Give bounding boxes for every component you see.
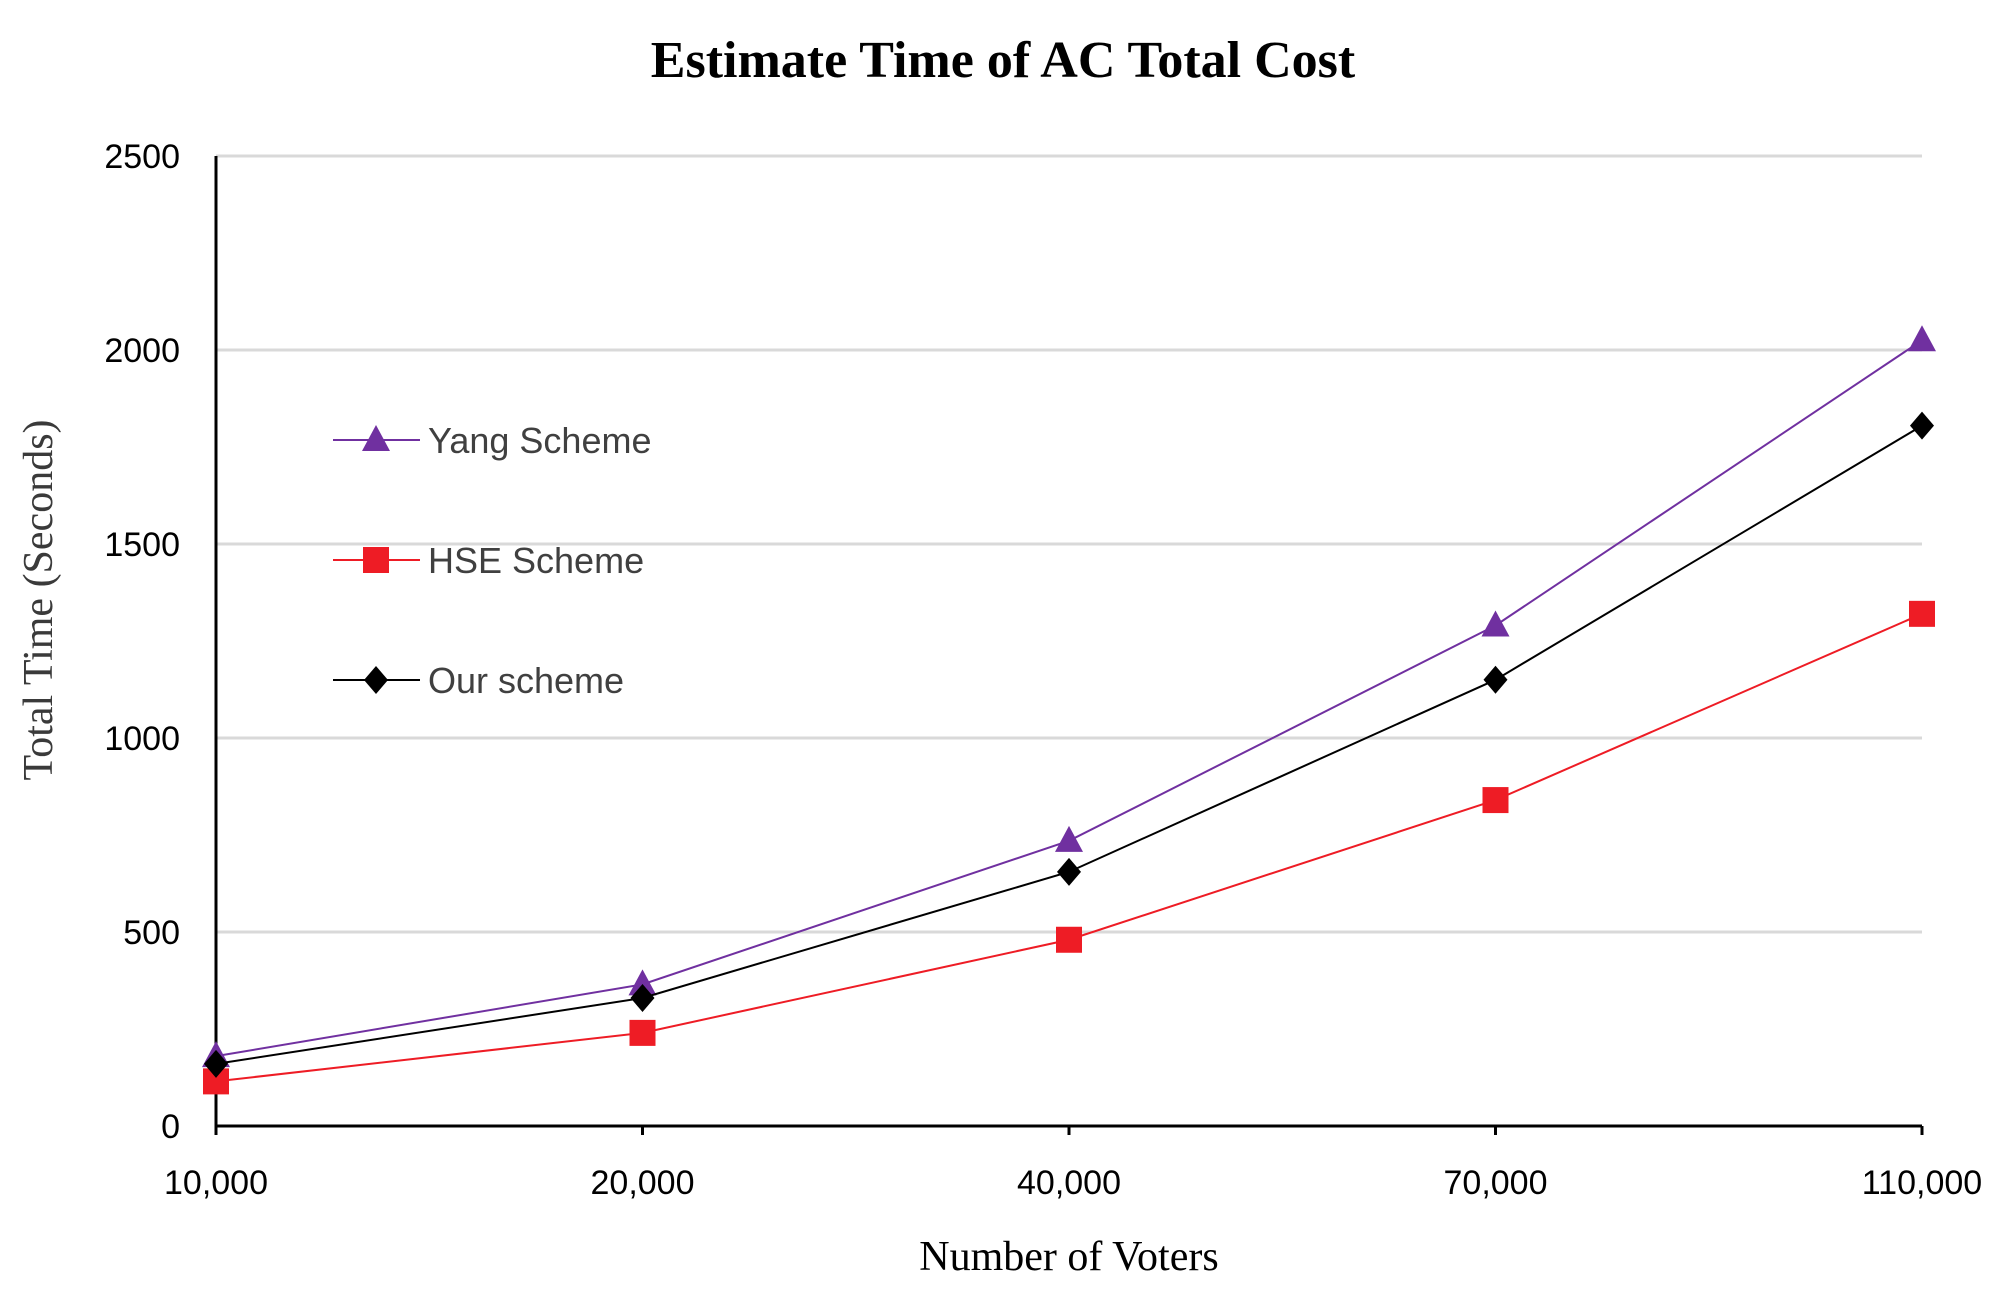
data-point: [204, 1049, 228, 1078]
legend-marker: [362, 425, 390, 451]
data-point: [1056, 926, 1082, 953]
y-tick-label: 0: [161, 1108, 180, 1146]
y-tick-label: 1000: [104, 720, 180, 758]
data-point: [628, 969, 657, 996]
y-axis-title: Total Time (Seconds): [16, 419, 62, 780]
data-point: [1057, 857, 1081, 886]
x-tick-label: 40,000: [1017, 1164, 1121, 1202]
y-tick-label: 2000: [104, 332, 180, 370]
legend-item: Our scheme: [333, 660, 624, 701]
data-point: [629, 1019, 656, 1046]
series-hse-scheme: [203, 600, 1935, 1095]
legend-marker: [364, 666, 388, 694]
x-tick-label: 70,000: [1444, 1164, 1548, 1202]
x-axis-ticks: 10,000 20,000 40,000 70,000 110,000: [164, 1126, 1982, 1202]
legend-label: HSE Scheme: [428, 540, 644, 581]
data-point: [1908, 325, 1936, 352]
series-line: [215, 424, 1923, 1065]
legend: Yang Scheme HSE Scheme Our scheme: [333, 420, 651, 701]
series-our-scheme: [204, 411, 1934, 1078]
data-point: [1909, 600, 1935, 627]
legend-item: HSE Scheme: [333, 540, 644, 581]
y-tick-label: 1500: [104, 526, 180, 564]
y-tick-label: 500: [123, 914, 180, 952]
data-point: [1910, 411, 1934, 440]
y-axis-ticks: 0 500 1000 1500 2000 2500: [104, 138, 180, 1146]
data-point: [1483, 665, 1508, 694]
y-tick-label: 2500: [104, 138, 180, 176]
x-axis-title: Number of Voters: [919, 1234, 1218, 1280]
data-point: [1481, 610, 1510, 637]
legend-item: Yang Scheme: [333, 420, 651, 461]
legend-marker: [363, 547, 389, 573]
data-series: [202, 325, 1936, 1095]
data-point: [1482, 787, 1509, 814]
legend-label: Our scheme: [428, 660, 624, 701]
chart-title: Estimate Time of AC Total Cost: [651, 32, 1356, 89]
data-point: [1055, 825, 1083, 852]
data-point: [630, 983, 655, 1012]
x-tick-label: 20,000: [591, 1164, 695, 1202]
x-tick-label: 10,000: [164, 1164, 268, 1202]
x-tick-label: 110,000: [1862, 1164, 1982, 1202]
legend-label: Yang Scheme: [428, 420, 651, 461]
